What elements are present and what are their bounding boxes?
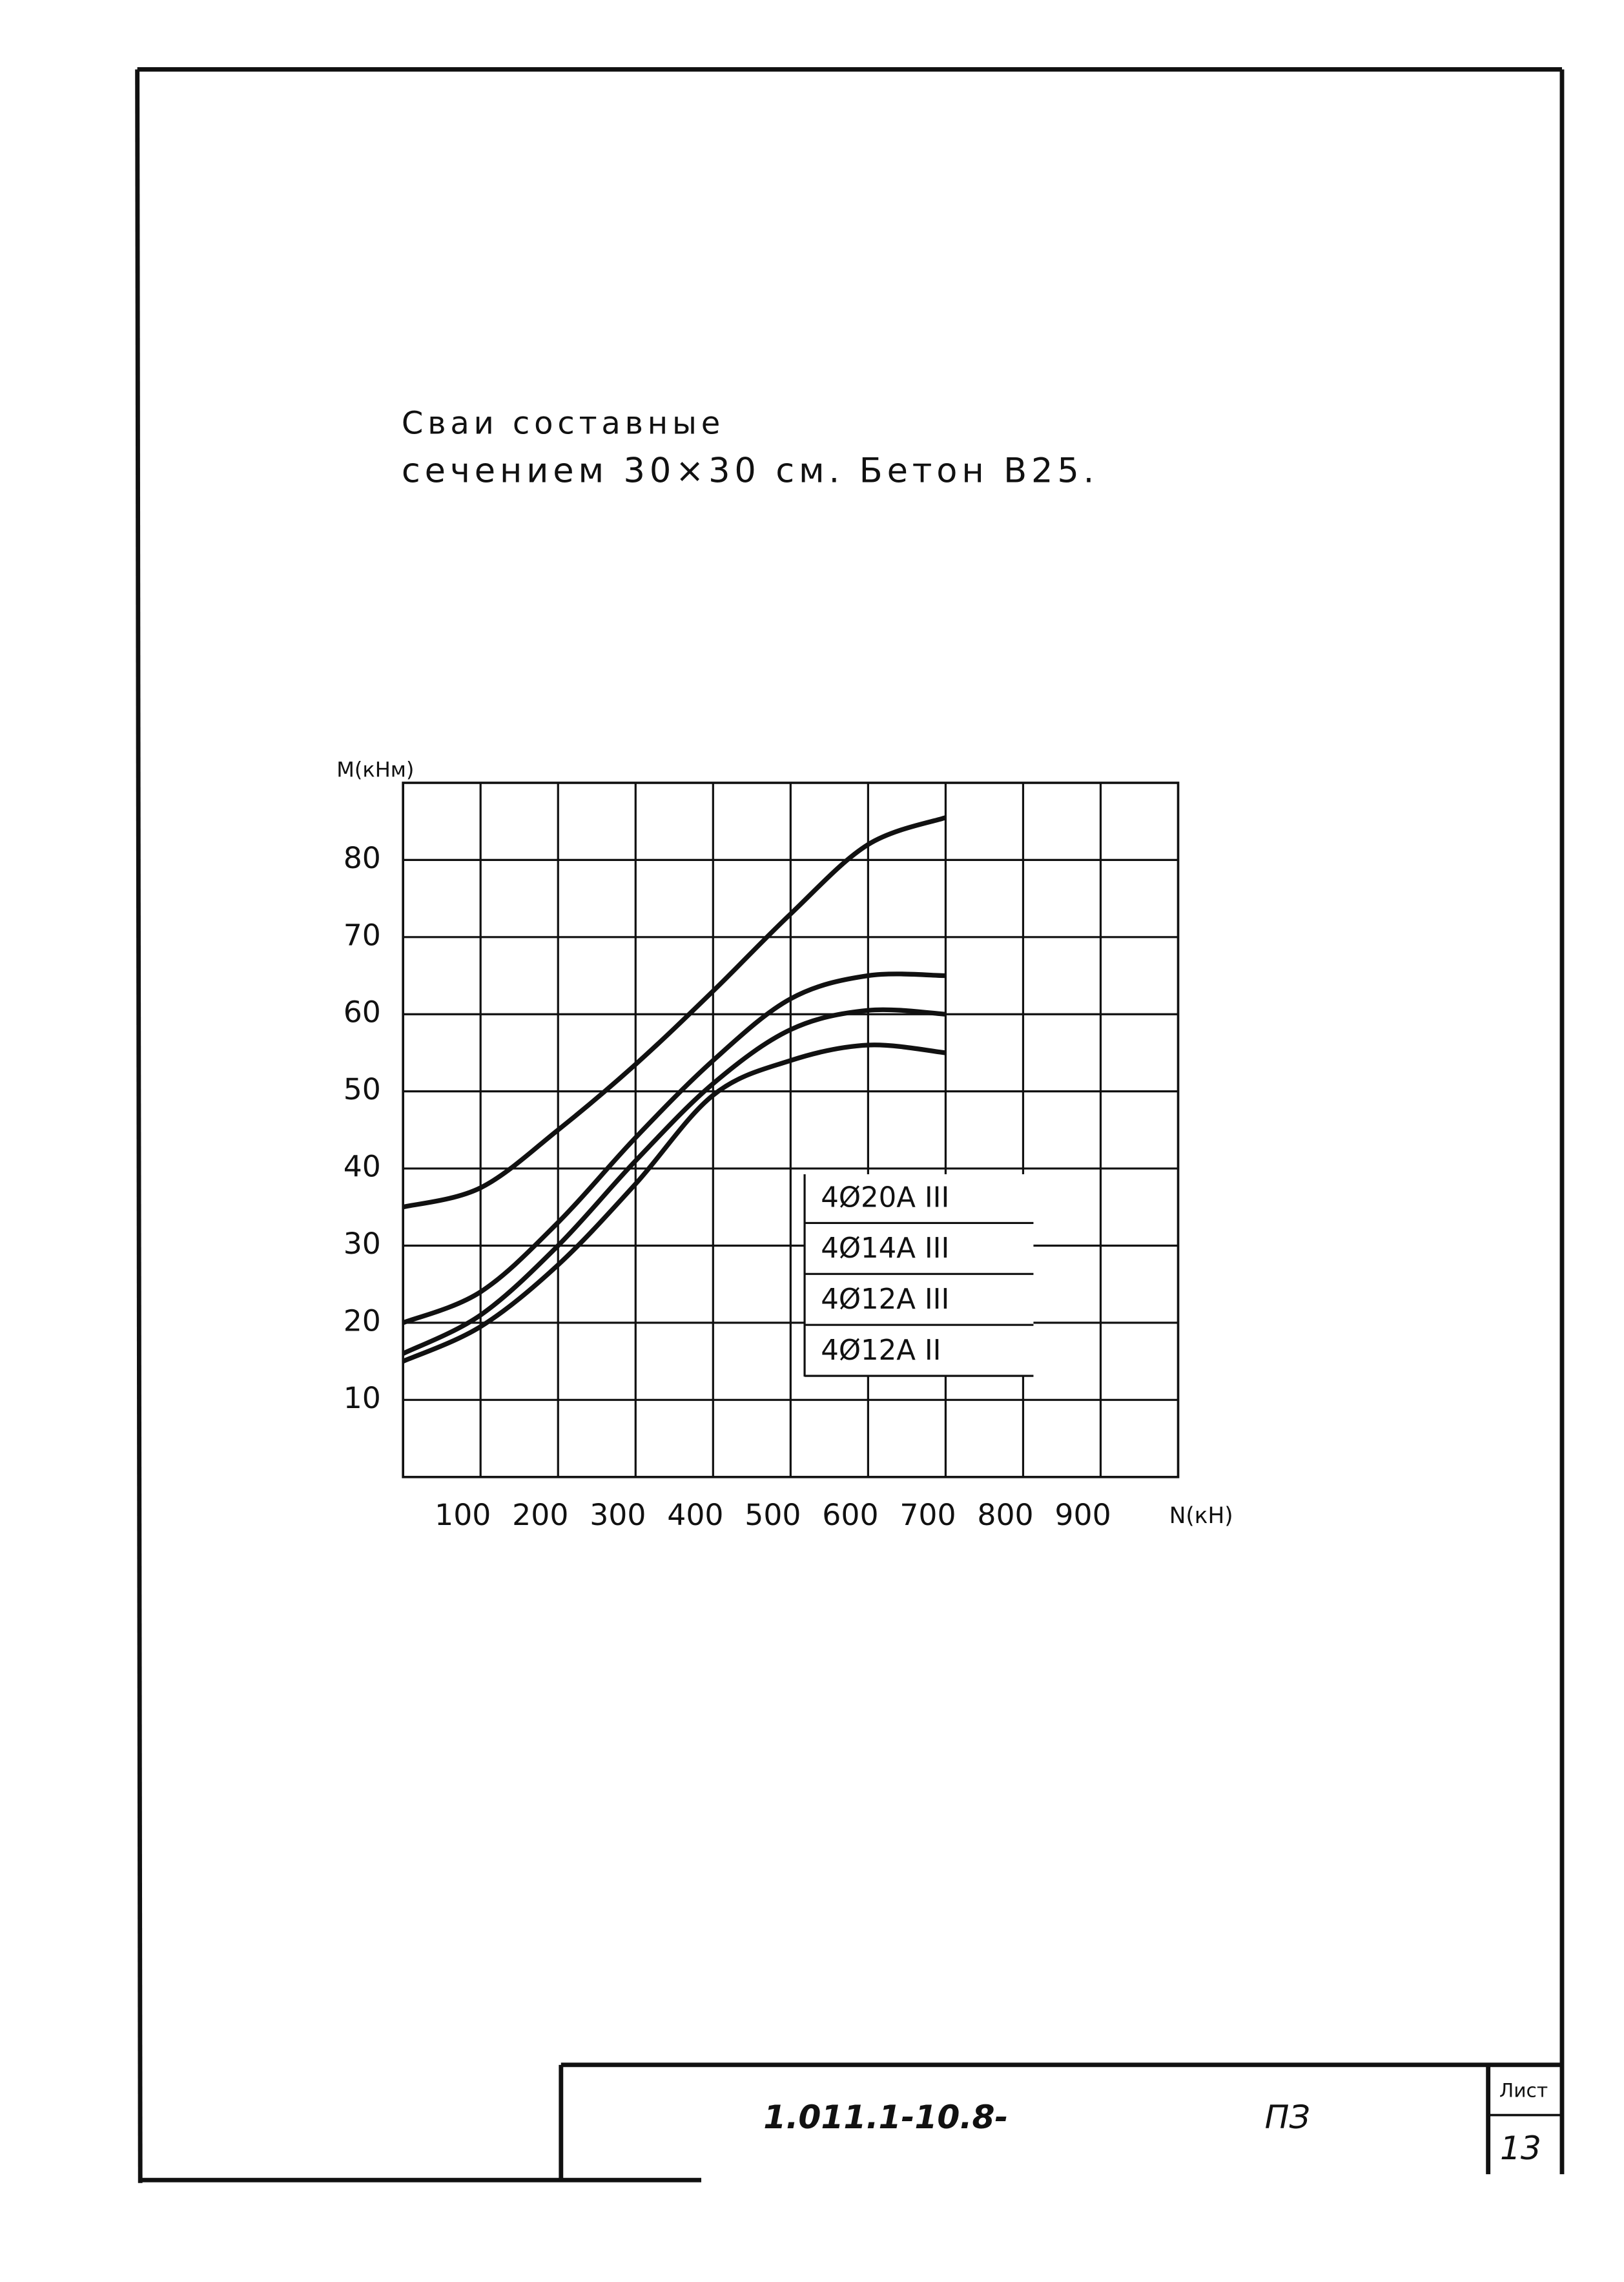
data-line: [402, 971, 946, 1325]
y-tick-label: 20: [344, 1303, 381, 1338]
y-tick-label: 10: [344, 1381, 381, 1415]
chart-title: Сваи составные: [402, 406, 725, 442]
x-tick-label: 300: [590, 1498, 646, 1532]
x-tick-label: 800: [977, 1498, 1033, 1532]
x-tick-label: 500: [745, 1498, 801, 1532]
y-tick-label: 80: [344, 841, 381, 875]
sheet-number: 13: [1500, 2129, 1541, 2167]
legend: 4Ø20А III 4Ø14А III 4Ø12А III 4Ø12А II: [803, 1174, 1034, 1377]
stamp-code: 1.011.1-10.8-: [763, 2098, 1008, 2136]
legend-label: 4Ø14А III: [821, 1232, 949, 1265]
sheet-label: Лист: [1499, 2080, 1548, 2102]
y-axis-label: M(кНм): [336, 758, 414, 782]
x-axis-label: N(кН): [1169, 1503, 1233, 1529]
chart: 100 200 300 400 500 600 700 800 900 10 20 30 40 50 60 7…: [336, 758, 1233, 1532]
stamp-doc: ПЗ: [1265, 2098, 1310, 2136]
y-tick-label: 50: [344, 1072, 381, 1106]
x-tick-label: 600: [822, 1498, 878, 1532]
y-tick-label: 40: [344, 1150, 381, 1184]
data-line: [402, 1007, 946, 1356]
legend-box: [805, 1174, 1034, 1377]
y-tick-label: 70: [344, 918, 381, 952]
x-tick-label: 400: [667, 1498, 723, 1532]
data-line: [402, 1042, 946, 1364]
sheet-frame: [135, 67, 1565, 2183]
chart-subtitle: сечением 30×30 см. Бетон В25.: [402, 451, 1098, 490]
frame-line: [135, 69, 143, 2183]
x-tick-label: 100: [435, 1498, 491, 1532]
x-tick-label: 700: [899, 1498, 956, 1532]
x-tick-label: 200: [512, 1498, 568, 1532]
x-tick-label: 900: [1054, 1498, 1111, 1532]
legend-label: 4Ø20А III: [821, 1181, 949, 1214]
y-tick-label: 30: [344, 1227, 381, 1261]
y-tick-label: 60: [344, 995, 381, 1030]
legend-label: 4Ø12А III: [821, 1283, 949, 1316]
data-line: [402, 815, 947, 1210]
legend-label: 4Ø12А II: [821, 1334, 941, 1367]
